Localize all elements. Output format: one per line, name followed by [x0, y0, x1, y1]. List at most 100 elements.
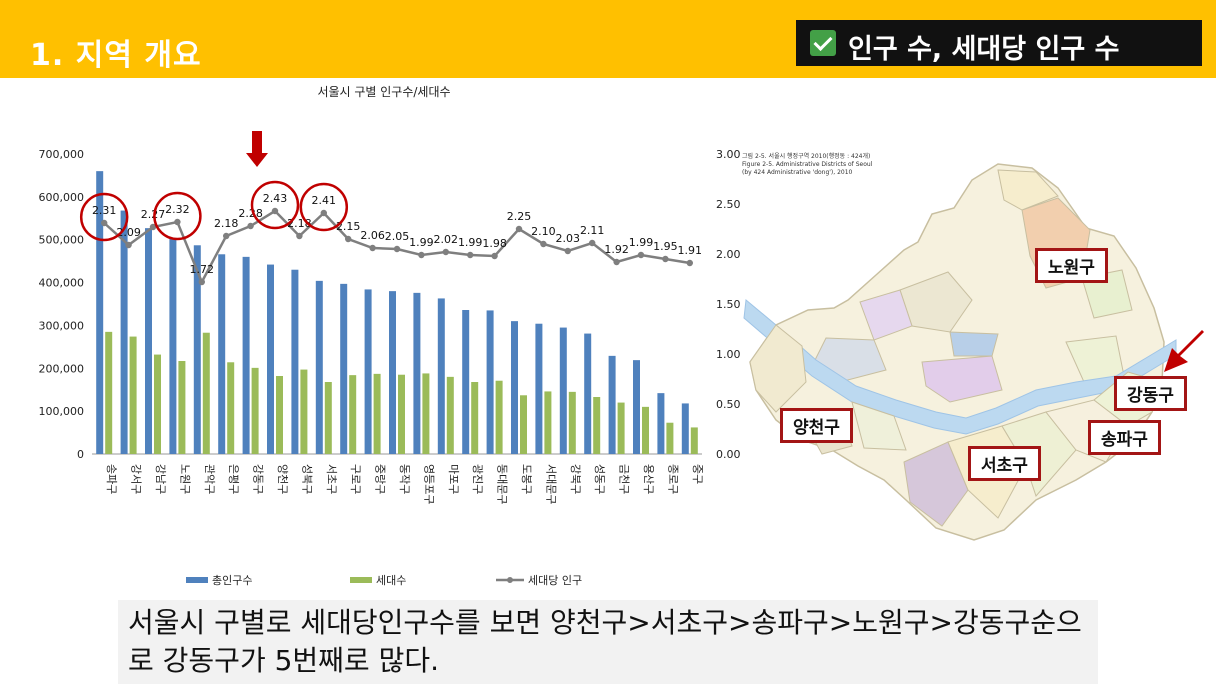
- x-tick-label: 송파구: [105, 464, 118, 494]
- bar-population: [437, 298, 445, 454]
- section-title: 1. 지역 개요: [30, 38, 202, 73]
- bar-population: [96, 171, 104, 454]
- data-label-ratio: 2.15: [336, 220, 361, 233]
- yongsan-area: [921, 355, 1003, 403]
- data-label-ratio: 2.03: [556, 232, 581, 245]
- x-tick-label: 마포구: [447, 464, 460, 494]
- topic-tag-label: 인구 수, 세대당 인구 수: [848, 34, 1120, 65]
- legend-label: 세대수: [376, 574, 406, 587]
- bar-households: [300, 369, 308, 454]
- data-label-ratio: 2.05: [385, 230, 410, 243]
- gangseo-area: [749, 324, 807, 413]
- chart-svg: 서울시 구별 인구수/세대수 0 100,000 200,000 300,000 400,…: [39, 85, 741, 587]
- bar-population: [633, 360, 640, 454]
- bar-population: [462, 310, 470, 454]
- x-tick-label: 성북구: [300, 464, 313, 494]
- summary-text: 서울시 구별로 세대당인구수를 보면 양천구>서초구>송파구>노원구>강동구순으…: [128, 606, 1082, 677]
- x-tick-label: 강동구: [252, 464, 265, 494]
- data-label-ratio: 2.06: [360, 229, 385, 242]
- label-songpa: 송파구: [1088, 420, 1161, 455]
- yeongdeungpo-area: [851, 401, 907, 451]
- point-ratio: [589, 239, 596, 247]
- point-ratio: [540, 240, 547, 248]
- bar-households: [666, 422, 674, 454]
- bar-households: [593, 397, 601, 454]
- x-tick-label: 성동구: [593, 464, 606, 494]
- x-tick-label: 종로구: [666, 464, 679, 494]
- point-ratio: [491, 252, 498, 260]
- map-caption: 그림 2-5. 서울시 행정구역 2010(행정동 : 424개) Figure…: [742, 153, 872, 177]
- legend-swatch: [186, 577, 208, 583]
- bar-households: [520, 395, 527, 454]
- y-right-tick-label: 2.00: [716, 248, 740, 261]
- data-label-ratio: 2.31: [92, 204, 117, 217]
- bar-population: [145, 228, 152, 454]
- bar-population: [193, 245, 201, 454]
- y-right-tick-label: 0.00: [716, 448, 740, 461]
- bar-households: [568, 391, 576, 454]
- point-ratio: [467, 251, 474, 259]
- point-ratio: [637, 251, 645, 259]
- bar-population: [242, 256, 250, 454]
- highlight-circle-1: [79, 192, 129, 242]
- down-arrow-icon: [246, 131, 268, 167]
- map-caption-line: 그림 2-5. 서울시 행정구역 2010(행정동 : 424개): [742, 153, 871, 160]
- bar-population: [486, 310, 494, 454]
- red-arrow-gangdong: [1164, 330, 1204, 372]
- bar-households: [617, 402, 625, 454]
- x-tick-label: 용산구: [642, 464, 655, 494]
- bar-population: [218, 254, 226, 454]
- data-label-ratio: 2.02: [434, 233, 459, 246]
- bar-population: [169, 238, 177, 454]
- data-label-ratio: 2.18: [214, 217, 239, 230]
- bar-households: [544, 391, 552, 454]
- point-ratio: [149, 223, 157, 231]
- bar-households: [690, 427, 698, 454]
- legend-label: 세대당 인구: [528, 574, 582, 587]
- bar-households: [324, 382, 332, 454]
- y-left-tick-label: 200,000: [39, 362, 85, 375]
- x-tick-label: 영등포구: [422, 464, 435, 504]
- x-tick-label: 동대문구: [496, 464, 509, 504]
- x-tick-label: 구로구: [349, 464, 362, 494]
- bar-population: [657, 393, 665, 454]
- x-tick-label: 강서구: [130, 464, 143, 494]
- label-nowon: 노원구: [1035, 248, 1108, 283]
- point-ratio: [101, 219, 108, 227]
- data-label-ratio: 1.92: [604, 243, 629, 256]
- bar-households: [495, 380, 503, 454]
- x-tick-label: 양천구: [276, 464, 290, 494]
- bar-population: [559, 327, 567, 454]
- data-label-ratio: 1.91: [678, 244, 703, 257]
- bar-population: [413, 292, 421, 454]
- point-ratio: [393, 245, 401, 253]
- point-ratio: [271, 207, 279, 215]
- highlight-circle-4: [153, 191, 202, 241]
- bar-households: [178, 361, 186, 454]
- point-ratio: [296, 232, 303, 240]
- highlight-circle-8: [250, 180, 300, 230]
- data-label-ratio: 1.95: [653, 240, 678, 253]
- bar-population: [315, 280, 323, 454]
- x-tick-label: 서대문구: [544, 464, 557, 504]
- bar-population: [681, 403, 689, 454]
- seodaemun-area: [859, 289, 913, 341]
- x-tick-label: 중랑구: [374, 464, 387, 494]
- data-label-ratio: 2.25: [507, 210, 532, 223]
- seoul-map-image: [743, 163, 1204, 541]
- point-ratio: [320, 209, 327, 217]
- point-ratio: [174, 218, 181, 226]
- bar-population: [364, 289, 372, 454]
- x-tick-label: 노원구: [178, 464, 191, 494]
- bar-population: [584, 333, 592, 454]
- bar-households: [105, 331, 113, 454]
- x-tick-label: 도봉구: [520, 464, 533, 494]
- point-ratio: [125, 241, 132, 249]
- y-right-tick-label: 0.50: [716, 398, 740, 411]
- point-ratio: [198, 278, 205, 286]
- y-right-tick-label: 1.00: [716, 348, 740, 361]
- y-left-tick-label: 300,000: [39, 319, 85, 332]
- bar-households: [154, 354, 161, 454]
- bar-population: [340, 283, 348, 454]
- bar-households: [202, 332, 210, 454]
